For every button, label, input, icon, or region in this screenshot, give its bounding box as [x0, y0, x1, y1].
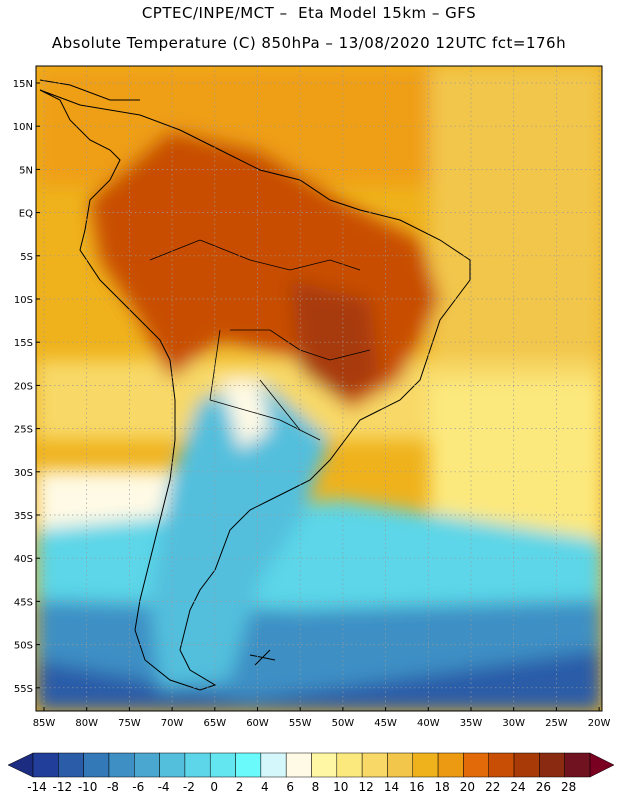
lat-label: 35S	[14, 511, 33, 522]
lon-label: 85W	[33, 718, 56, 729]
lat-label: 10N	[13, 122, 33, 133]
colorbar-swatch	[311, 752, 338, 778]
field-atlantic-subtropical	[430, 380, 602, 540]
lon-label: 30W	[502, 718, 525, 729]
colorbar-label: 0	[210, 780, 219, 794]
lon-label: 25W	[545, 718, 568, 729]
colorbar-swatch	[58, 752, 84, 778]
lon-label: 60W	[246, 718, 269, 729]
colorbar-label: 8	[311, 780, 320, 794]
colorbar-swatch	[83, 752, 110, 778]
lat-label: EQ	[19, 209, 33, 220]
lat-label: 45S	[14, 597, 33, 608]
colorbar-swatch	[260, 752, 287, 778]
longitude-labels: 85W 80W 75W 70W 65W 60W 55W 50W 45W 40W 35W 30W 25W 2…	[33, 707, 611, 729]
colorbar-label: 28	[561, 780, 577, 794]
colorbar-label: 12	[358, 780, 374, 794]
colorbar-swatch	[488, 752, 515, 778]
lon-label: 65W	[203, 718, 226, 729]
colorbar-swatch	[463, 752, 489, 778]
title-line-1: CPTEC/INPE/MCT – Eta Model 15km – GFS	[141, 4, 477, 22]
colorbar	[7, 752, 615, 778]
colorbar-swatch	[513, 752, 540, 778]
colorbar-swatch	[184, 752, 211, 778]
lat-label: 15S	[14, 338, 33, 349]
lon-label: 20W	[588, 718, 611, 729]
colorbar-label: -12	[52, 780, 73, 794]
field-atlantic-warm	[430, 66, 602, 366]
field-chaco-pale	[220, 380, 270, 450]
colorbar-label: -10	[77, 780, 98, 794]
colorbar-swatch	[32, 752, 59, 778]
colorbar-swatch	[159, 752, 186, 778]
colorbar-label: 24	[510, 780, 526, 794]
colorbar-label: -8	[106, 780, 119, 794]
colorbar-swatch	[235, 752, 262, 778]
lat-label: 50S	[14, 641, 33, 652]
colorbar-swatch	[108, 752, 135, 778]
colorbar-label: 10	[333, 780, 349, 794]
colorbar-swatch	[361, 752, 388, 778]
colorbar-label: 14	[383, 780, 400, 794]
lat-label: 55S	[14, 684, 33, 695]
lat-label: 5N	[19, 165, 33, 176]
lon-label: 70W	[161, 718, 184, 729]
colorbar-swatch	[134, 752, 160, 778]
coastlines	[39, 79, 471, 691]
colorbar-label: 26	[535, 780, 551, 794]
country-borders	[149, 239, 371, 441]
map-frame	[35, 65, 603, 712]
title-line-2: Absolute Temperature (C) 850hPa – 13/08/…	[51, 34, 567, 52]
lon-label: 35W	[460, 718, 483, 729]
colorbar-label: 6	[286, 780, 294, 794]
lat-label: 15N	[13, 79, 33, 90]
colorbar-label: 20	[459, 780, 476, 794]
colorbar-label: 16	[409, 780, 425, 794]
colorbar-swatch	[539, 752, 565, 778]
lon-label: 75W	[118, 718, 141, 729]
south-america-coast	[39, 89, 471, 691]
field-central-brazil-hot	[290, 280, 380, 400]
lon-label: 55W	[289, 718, 312, 729]
colorbar-swatch	[209, 752, 236, 778]
colorbar-swatch	[564, 752, 591, 778]
lon-label: 80W	[75, 718, 98, 729]
colorbar-swatch	[412, 752, 439, 778]
field-far-south	[36, 650, 602, 711]
colorbar-label: 4	[261, 780, 269, 794]
colorbar-swatch	[336, 752, 363, 778]
lat-label: 5S	[20, 252, 33, 263]
temperature-field	[36, 66, 602, 711]
colorbar-label: -14	[27, 780, 47, 794]
central-america-coast	[39, 79, 140, 101]
colorbar-label: 2	[235, 780, 244, 794]
latitude-labels: 15N 10N 5N EQ 5S 10S 15S 20S 25S 30S 35S 40S 45S 50S 5…	[13, 79, 40, 695]
colorbar-swatch	[285, 752, 312, 778]
lat-label: 20S	[14, 381, 33, 392]
colorbar-under-arrow	[7, 752, 34, 778]
lat-label: 10S	[14, 295, 33, 306]
colorbar-label: -2	[182, 780, 195, 794]
colorbar-label: 22	[485, 780, 501, 794]
lat-label: 40S	[14, 554, 33, 565]
colorbar-label: -4	[157, 780, 170, 794]
falklands	[249, 649, 276, 666]
lon-label: 45W	[374, 718, 397, 729]
lat-label: 30S	[14, 468, 33, 479]
colorbar-swatch	[387, 752, 414, 778]
colorbar-over-arrow	[589, 752, 615, 778]
lon-label: 50W	[332, 718, 355, 729]
colorbar-label: 18	[434, 780, 450, 794]
colorbar-swatch	[437, 752, 464, 778]
lat-label: 25S	[14, 425, 33, 436]
colorbar-label: -6	[132, 780, 145, 794]
lon-label: 40W	[417, 718, 440, 729]
field-patagonia-cold	[150, 380, 330, 690]
